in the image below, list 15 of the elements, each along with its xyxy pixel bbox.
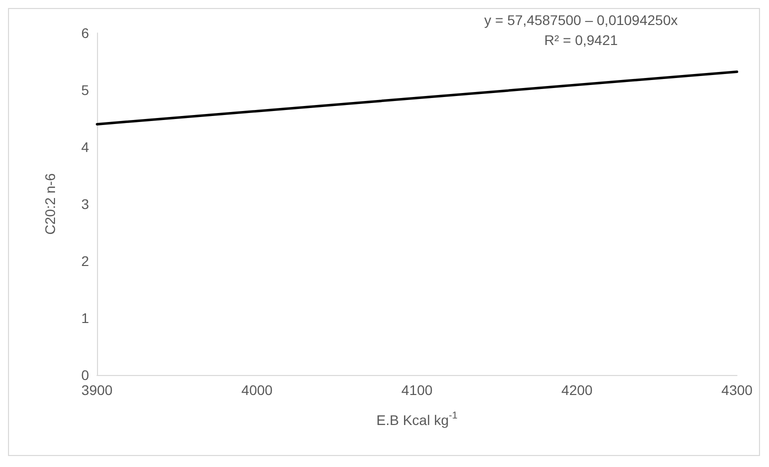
x-tick-label: 4100	[401, 382, 433, 398]
y-tick-label: 4	[81, 139, 90, 155]
y-tick-label: 0	[81, 367, 90, 383]
annotation: R² = 0,9421	[544, 32, 618, 48]
y-tick-label: 1	[81, 310, 90, 326]
x-tick-label: 4200	[561, 382, 593, 398]
x-tick-label: 3900	[81, 382, 113, 398]
y-tick-label: 2	[81, 253, 90, 269]
y-tick-label: 5	[81, 82, 90, 98]
y-axis-title: C20:2 n-6	[42, 173, 58, 235]
y-tick-label: 3	[81, 196, 90, 212]
x-tick-label: 4000	[241, 382, 273, 398]
text: y = 57,4587500 – 0,01094250x	[484, 12, 678, 28]
y-tick-label: 6	[81, 25, 90, 41]
x-tick-label: 4300	[721, 382, 753, 398]
